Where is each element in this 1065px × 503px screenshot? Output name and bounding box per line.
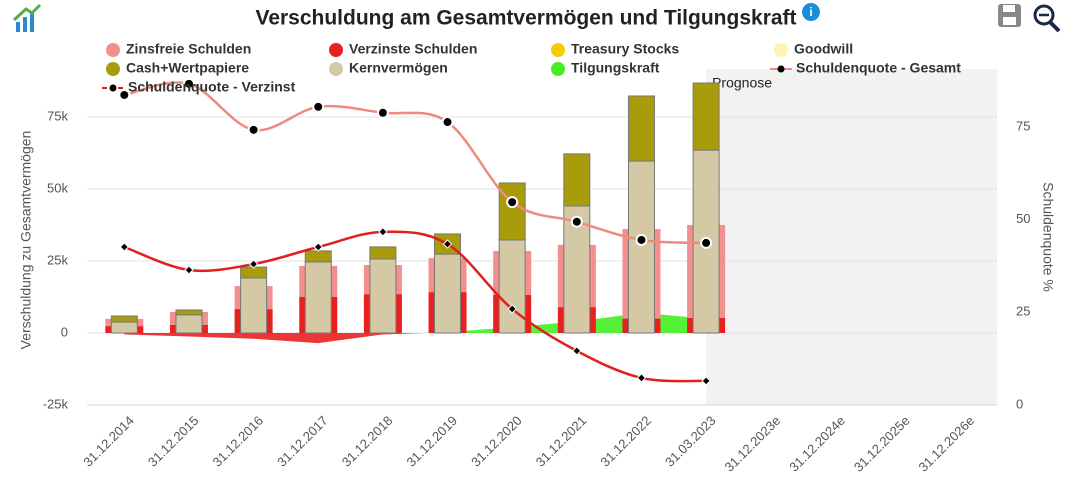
x-tick-label: 31.12.2018	[339, 413, 396, 470]
point	[312, 100, 325, 113]
bar	[692, 82, 720, 151]
point	[441, 116, 454, 129]
y2-tick-label: 0	[1016, 396, 1023, 411]
bar	[304, 250, 332, 263]
y2-tick-label: 50	[1016, 211, 1030, 226]
area	[124, 312, 707, 344]
legend-item[interactable]: Goodwill	[774, 41, 853, 57]
legend-label: Tilgungskraft	[571, 60, 660, 76]
x-tick-label: 31.12.2016	[210, 413, 267, 470]
point	[376, 106, 389, 119]
bar	[175, 309, 203, 316]
legend-symbol	[106, 43, 120, 57]
legend-item[interactable]: Cash+Wertpapiere	[106, 60, 249, 76]
bar	[498, 239, 526, 334]
x-tick-label: 31.12.2021	[533, 413, 590, 470]
bar	[240, 277, 268, 334]
forecast-label: Prognose	[712, 75, 772, 91]
legend-item[interactable]: Zinsfreie Schulden	[106, 41, 251, 57]
y-tick-label: 75k	[47, 108, 68, 123]
y-tick-label: -25k	[43, 396, 69, 411]
legend-item[interactable]: Treasury Stocks	[551, 41, 679, 57]
point	[507, 304, 517, 314]
y2-tick-label: 75	[1016, 118, 1030, 133]
point	[248, 259, 259, 269]
x-tick-label: 31.12.2024e	[786, 413, 848, 475]
line	[123, 230, 707, 383]
y2-tick-label: 25	[1016, 304, 1030, 319]
bar	[110, 315, 138, 323]
point	[572, 346, 582, 356]
save-button[interactable]	[998, 4, 1021, 27]
legend-label: Goodwill	[794, 41, 853, 57]
forecast-band	[706, 69, 997, 405]
x-tick-label: 31.12.2022	[597, 413, 654, 470]
svg-text:i: i	[809, 5, 812, 19]
point	[701, 376, 711, 386]
point	[378, 227, 388, 237]
legend-item[interactable]: Schuldenquote - Gesamt	[770, 60, 961, 76]
zoom-button[interactable]	[1033, 4, 1061, 33]
legend-item[interactable]: Schuldenquote - Verzinst	[102, 79, 296, 95]
point	[570, 215, 583, 228]
x-tick-label: 31.12.2020	[468, 413, 525, 470]
legend-label: Treasury Stocks	[571, 41, 679, 57]
bar	[627, 95, 655, 162]
x-tick-label: 31.12.2015	[145, 413, 202, 470]
y-tick-label: 25k	[47, 252, 68, 267]
point	[247, 123, 260, 136]
bar	[369, 258, 397, 334]
x-tick-label: 31.12.2019	[403, 413, 460, 470]
y2-axis-title: Schuldenquote %	[1040, 182, 1056, 292]
point	[442, 239, 453, 249]
legend-symbol	[777, 65, 785, 73]
app-icon	[12, 3, 42, 32]
point	[506, 196, 519, 209]
y-tick-label: 50k	[47, 180, 68, 195]
x-tick-label: 31.12.2023e	[722, 413, 784, 475]
bar	[304, 261, 332, 334]
y-axis-title: Verschuldung zu Gesamtvermögen	[18, 131, 34, 350]
legend-item[interactable]: Verzinste Schulden	[329, 41, 477, 57]
point	[119, 242, 130, 252]
legend-label: Zinsfreie Schulden	[126, 41, 251, 57]
bar	[369, 246, 397, 260]
x-tick-label: 31.12.2014	[80, 413, 137, 470]
line	[124, 81, 707, 245]
x-tick-label: 31.12.2017	[274, 413, 331, 470]
bar	[563, 153, 591, 207]
legend-symbol	[774, 43, 788, 57]
legend-label: Kernvermögen	[349, 60, 448, 76]
legend-label: Schuldenquote - Gesamt	[796, 60, 961, 76]
bar	[627, 160, 655, 334]
info-icon[interactable]: i	[802, 3, 820, 21]
point	[700, 236, 713, 249]
point	[636, 373, 647, 383]
x-tick-label: 31.12.2026e	[916, 413, 978, 475]
legend-symbol	[106, 62, 120, 76]
legend-label: Verzinste Schulden	[349, 41, 477, 57]
chart-title: Verschuldung am Gesamtvermögen und Tilgu…	[255, 7, 796, 30]
legend-item[interactable]: Kernvermögen	[329, 60, 448, 76]
point	[184, 265, 194, 275]
y-tick-label: 0	[61, 324, 68, 339]
legend-symbol	[551, 43, 565, 57]
legend-label: Cash+Wertpapiere	[126, 60, 249, 76]
legend-label: Schuldenquote - Verzinst	[128, 79, 296, 95]
point	[182, 77, 195, 90]
point	[635, 233, 648, 246]
bar	[434, 253, 462, 334]
x-tick-label: 31.12.2025e	[851, 413, 913, 475]
x-tick-label: 31.03.2023	[662, 413, 719, 470]
bar	[110, 321, 138, 334]
legend-symbol	[551, 62, 565, 76]
legend-item[interactable]: Tilgungskraft	[551, 60, 660, 76]
bar	[175, 314, 203, 334]
legend-symbol	[329, 43, 343, 57]
legend-symbol	[109, 84, 117, 92]
point	[118, 88, 131, 101]
point	[313, 242, 323, 252]
legend-symbol	[329, 62, 343, 76]
